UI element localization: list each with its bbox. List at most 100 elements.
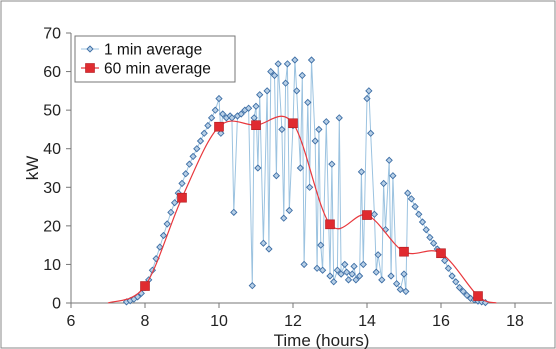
y-tick-label: 30 [43,180,61,197]
series-1-min-point [341,260,349,269]
series-1-min-point [429,239,438,247]
series-1-min-point [207,114,216,122]
legend-box [74,35,236,83]
series-1-min-point [407,195,416,203]
x-tick-label: 18 [506,313,524,330]
series-1-min-point [387,272,395,280]
series-60-min-point [288,118,298,129]
series-1-min-point [237,110,245,118]
series-1-min-point [217,129,225,137]
series-1-min-point [352,276,360,284]
series-layer [107,56,497,307]
series-60-min-point [140,281,150,291]
series-1-min-point [459,287,467,296]
series-1-min-point [219,110,227,118]
series-1-min-point [156,243,164,251]
series-1-min-point [415,210,423,218]
series-1-min-point [211,106,219,114]
x-tick-label: 12 [284,313,302,330]
series-1-min-point [322,118,330,126]
series-1-min-point [272,172,280,180]
series-1-min-point [267,67,275,76]
series-1-min-point [296,164,305,172]
legend-label-60-min: 60 min average [104,61,211,78]
legend-item-60-min-average: 60 min average [81,61,211,78]
series-1-min-point [448,272,456,280]
series-1-min-point [402,287,410,296]
legend-marker-square [85,63,95,73]
series-1-min-point [248,282,256,290]
y-tick-label: 50 [43,103,61,120]
series-1-min-point [357,168,366,176]
series-60-min-point [214,121,224,132]
series-1-min-point [374,251,382,259]
x-tick-label: 8 [141,313,150,330]
series-1-min-point [293,87,301,95]
series-1-min-point [380,179,388,188]
series-1-min-point [244,104,253,112]
series-1-min-point [274,60,282,68]
series-1-min-point [167,208,175,216]
legend-marker-diamond [86,45,94,53]
series-1-min-point [426,233,434,242]
series-1-min-point [159,231,168,240]
series-1-min-point [304,98,312,107]
x-tick-label: 10 [210,313,228,330]
series-1-min-point [170,199,179,207]
series-1-min-point [254,164,262,172]
series-1-min-point [318,266,327,274]
y-tick-label: 70 [43,26,61,43]
series-60-min-point [251,120,261,130]
series-1-min-point [355,272,364,280]
series-1-min-point [196,137,205,145]
series-1-min-point [404,189,412,197]
series-1-min-point [182,170,190,178]
series-1-min-point [385,156,393,164]
series-1-min-point [344,276,353,284]
series-1-min-point [300,260,308,269]
series-1-min-point [265,245,273,253]
series-1-min-point [370,210,379,218]
series-1-min-point [281,79,290,87]
series-1-min-point [396,285,404,294]
series-1-min-point [328,160,336,168]
series-1-min-point [189,152,197,161]
x-tick-label: 6 [67,313,76,330]
series-1-min-point [330,278,338,286]
y-axis-ticks: 0 10 20 30 40 50 60 70 [43,26,71,313]
y-tick-label: 0 [52,296,61,313]
series-1-min-point [259,239,268,247]
series-1-min-point [317,241,325,249]
series-1-min-point [215,94,223,103]
y-tick-label: 10 [43,257,61,274]
series-60-min-point [362,210,372,220]
y-axis-label: kW [23,156,42,181]
series-1-min-point [291,56,299,64]
series-1-min-point [348,270,356,278]
series-1-min-point [359,260,367,269]
series-60-min-point [177,192,187,203]
x-axis-label: Time (hours) [274,331,370,349]
series-1-min-point [365,87,373,95]
series-1-min-point [252,102,260,110]
series-1-min-point [283,60,292,68]
legend-item-1-min-average: 1 min average [81,42,202,59]
series-1-min-point [337,270,345,278]
series-1-min-point [280,214,288,222]
series-1-min-point [285,206,293,215]
series-1-min-point [343,268,351,276]
series-60-min-point [436,248,446,259]
series-1-min-point [278,125,286,134]
series-60-min-point [473,291,483,301]
series-1-min-point [298,71,306,80]
y-tick-label: 40 [43,141,61,158]
series-1-min-point [455,283,464,292]
series-1-min-point [185,160,194,168]
series-1-min-point [378,276,386,284]
series-1-min-point [193,145,201,153]
series-1-min-point [270,71,279,80]
series-1-min-point [372,268,380,276]
